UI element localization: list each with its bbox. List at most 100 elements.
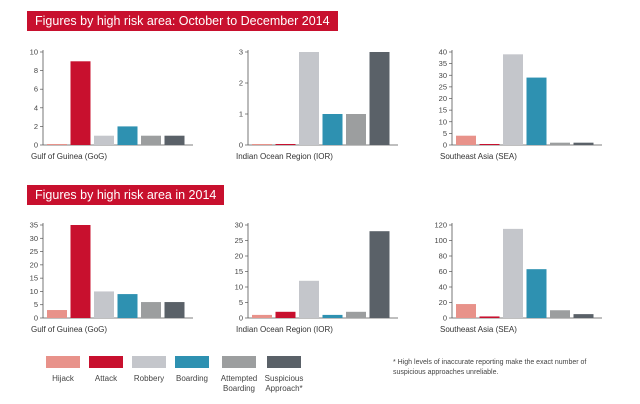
bar-boarding [322, 114, 343, 145]
y-tick-label: 100 [434, 236, 447, 245]
year-banner-title: Figures by high risk area in 2014 [27, 185, 225, 205]
bar-attack [70, 61, 91, 145]
bar-boarding [117, 294, 138, 318]
y-tick-label: 4 [34, 103, 38, 112]
y-tick-label: 3 [239, 48, 243, 57]
legend-label: Suspicious Approach* [264, 374, 304, 393]
y-tick-label: 30 [30, 234, 38, 243]
y-tick-label: 80 [439, 252, 447, 261]
y-tick-label: 5 [443, 129, 447, 138]
legend-item-attempted-boarding: Attempted Boarding [211, 356, 267, 394]
bar-attempted-boarding [346, 114, 366, 145]
legend-label: Robbery [133, 374, 165, 383]
y-tick-label: 10 [439, 117, 447, 126]
legend-label: Attack [94, 374, 118, 383]
bar-hijack [252, 314, 272, 318]
y-tick-label: 35 [30, 221, 38, 230]
y-tick-label: 2 [34, 122, 38, 131]
bar-suspicious-approach [164, 302, 185, 318]
attack-swatch [89, 356, 123, 368]
region-label: Indian Ocean Region (IOR) [236, 325, 333, 334]
bar-attack [275, 311, 296, 318]
y-tick-label: 40 [439, 283, 447, 292]
suspicious-approach-swatch [267, 356, 301, 368]
region-label: Southeast Asia (SEA) [440, 325, 517, 334]
y-tick-label: 25 [439, 82, 447, 91]
legend-label: Boarding [175, 374, 209, 383]
y-tick-label: 10 [235, 283, 243, 292]
bar-boarding [117, 126, 138, 145]
bar-suspicious-approach [573, 142, 594, 145]
legend-item-attack: Attack [78, 356, 134, 384]
y-tick-label: 20 [439, 298, 447, 307]
y-tick-label: 15 [30, 274, 38, 283]
legend-label: Attempted Boarding [220, 374, 258, 393]
legend-label: Hijack [52, 374, 74, 383]
hijack-swatch [46, 356, 80, 368]
bar-hijack [47, 310, 67, 318]
region-label: Gulf of Guinea (GoG) [31, 152, 107, 161]
bar-suspicious-approach [369, 231, 390, 318]
region-label: Indian Ocean Region (IOR) [236, 152, 333, 161]
bar-robbery [503, 54, 523, 146]
y-tick-label: 10 [30, 287, 38, 296]
robbery-swatch [132, 356, 166, 368]
attempted-boarding-swatch [222, 356, 256, 368]
bar-suspicious-approach [369, 52, 390, 145]
bar-attempted-boarding [141, 135, 161, 145]
legend-item-suspicious-approach: Suspicious Approach* [256, 356, 312, 394]
bar-attempted-boarding [550, 142, 570, 145]
bar-boarding [322, 314, 343, 318]
bar-hijack [252, 144, 272, 145]
bar-suspicious-approach [573, 314, 594, 318]
boarding-swatch [175, 356, 209, 368]
bar-attempted-boarding [141, 302, 161, 318]
region-label: Gulf of Guinea (GoG) [31, 325, 107, 334]
bar-robbery [94, 291, 114, 318]
y-tick-label: 5 [34, 300, 38, 309]
legend-item-boarding: Boarding [164, 356, 220, 384]
bar-robbery [94, 135, 114, 145]
y-tick-label: 25 [30, 247, 38, 256]
y-tick-label: 20 [235, 252, 243, 261]
y-tick-label: 0 [34, 314, 38, 323]
y-tick-label: 0 [239, 314, 243, 323]
bar-attack [275, 144, 296, 145]
quarter-banner-title: Figures by high risk area: October to De… [27, 11, 338, 31]
y-tick-label: 30 [439, 71, 447, 80]
bar-attempted-boarding [550, 310, 570, 318]
y-tick-label: 25 [235, 236, 243, 245]
legend-item-robbery: Robbery [121, 356, 177, 384]
bar-boarding [526, 77, 547, 145]
y-tick-label: 35 [439, 59, 447, 68]
y-tick-label: 1 [239, 110, 243, 119]
bar-attack [479, 316, 500, 318]
y-tick-label: 40 [439, 48, 447, 57]
y-tick-label: 10 [30, 48, 38, 57]
footnote: * High levels of inaccurate reporting ma… [393, 359, 587, 376]
y-tick-label: 0 [34, 141, 38, 150]
bar-attack [479, 144, 500, 145]
y-tick-label: 15 [235, 267, 243, 276]
bar-suspicious-approach [164, 135, 185, 145]
charts-canvas: 0 2 4 6 8 10 Gulf of Guinea (GoG) 0 1 2 3 Indian Oc… [30, 48, 602, 334]
y-tick-label: 0 [239, 141, 243, 150]
y-tick-label: 5 [239, 298, 243, 307]
y-tick-label: 20 [439, 94, 447, 103]
legend-item-hijack: Hijack [35, 356, 91, 384]
legend: Hijack Attack Robbery Boarding Attempted… [0, 356, 640, 404]
y-tick-label: 2 [239, 79, 243, 88]
bar-hijack [456, 135, 476, 145]
y-tick-label: 8 [34, 66, 38, 75]
bar-hijack [456, 304, 476, 318]
bar-robbery [299, 52, 319, 145]
bar-attack [70, 225, 91, 318]
bar-boarding [526, 269, 547, 318]
y-tick-label: 20 [30, 260, 38, 269]
y-tick-label: 0 [443, 314, 447, 323]
bar-robbery [503, 228, 523, 318]
region-label: Southeast Asia (SEA) [440, 152, 517, 161]
y-tick-label: 120 [434, 221, 447, 230]
y-tick-label: 60 [439, 267, 447, 276]
y-tick-label: 0 [443, 141, 447, 150]
